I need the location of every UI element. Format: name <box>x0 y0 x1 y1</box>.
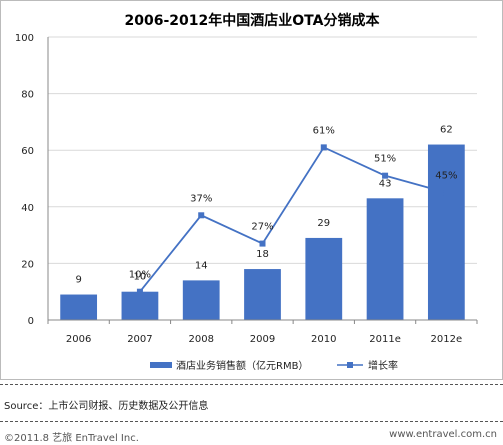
growth-line-path <box>139 146 447 293</box>
bar-2006 <box>60 294 98 320</box>
bar-2012e <box>427 144 465 320</box>
x-tick-label-6: 2012e <box>431 334 463 345</box>
growth-point-2011e <box>382 172 389 179</box>
bar-2008 <box>182 280 220 320</box>
bar-2007 <box>121 291 159 320</box>
bar-label-2011e: 43 <box>379 178 392 189</box>
legend-bar-swatch <box>150 362 172 368</box>
footer-copyright: ©2011.8 艺旅 EnTravel Inc. <box>4 433 139 444</box>
y-tick-label-2: 40 <box>21 203 34 214</box>
chart-border <box>0 0 503 380</box>
bar-2009 <box>244 269 281 320</box>
source-note: Source：上市公司财报、历史数据及公开信息 <box>4 401 209 412</box>
bar-label-2008: 14 <box>195 260 208 271</box>
growth-label-2009: 27% <box>251 222 273 233</box>
bar-labels: 9 10 14 18 29 43 62 <box>75 125 452 286</box>
growth-point-2012e <box>443 189 450 196</box>
y-tick-label-1: 20 <box>21 259 34 270</box>
bar-2011e <box>366 198 404 320</box>
growth-label-2008: 37% <box>190 193 212 204</box>
x-tick-label-5: 2011e <box>369 334 401 345</box>
growth-label-2012e: 45% <box>435 171 457 182</box>
divider-top <box>0 384 503 385</box>
chart-frame: 2006-2012年中国酒店业OTA分销成本 9 10 14 18 29 43 62 10%… <box>0 0 503 380</box>
bar-label-2010: 29 <box>317 218 330 229</box>
y-tick-label-4: 80 <box>21 90 34 101</box>
growth-label-2011e: 51% <box>374 154 396 165</box>
legend-line-marker <box>347 362 353 368</box>
bar-label-2009: 18 <box>256 249 269 260</box>
bar-label-2012e: 62 <box>440 125 453 136</box>
axes: 0 20 40 60 80 100 2006 2007 2008 2009 2010 2011e 201… <box>15 33 478 345</box>
growth-label-2010: 61% <box>313 125 335 136</box>
y-tick-label-5: 100 <box>15 33 34 44</box>
growth-line <box>136 144 450 295</box>
growth-label-2007: 10% <box>129 270 151 281</box>
legend-line-label: 增长率 <box>368 359 398 372</box>
growth-point-2007 <box>136 288 143 295</box>
x-tick-label-3: 2009 <box>250 334 275 345</box>
growth-point-2010 <box>320 144 327 151</box>
bar-label-2006: 9 <box>75 275 81 286</box>
bar-label-2007: 10 <box>134 272 147 283</box>
divider-bottom <box>0 421 503 422</box>
chart-title: 2006-2012年中国酒店业OTA分销成本 <box>125 12 381 29</box>
x-tick-label-0: 2006 <box>66 334 91 345</box>
growth-point-2009 <box>259 240 266 247</box>
legend-bar-label: 酒店业务销售额（亿元RMB） <box>176 359 308 372</box>
line-labels: 10% 37% 27% 61% 51% 45% <box>129 125 458 280</box>
y-tick-label-0: 0 <box>28 316 34 327</box>
y-tick-label-3: 60 <box>21 146 34 157</box>
bars <box>60 144 465 320</box>
x-tick-label-1: 2007 <box>127 334 152 345</box>
x-tick-label-4: 2010 <box>311 334 336 345</box>
bar-2010 <box>305 237 343 320</box>
growth-point-2008 <box>198 212 205 219</box>
legend: 酒店业务销售额（亿元RMB） 增长率 <box>150 359 398 372</box>
grid <box>48 36 477 264</box>
x-tick-label-2: 2008 <box>188 334 213 345</box>
chart: 2006-2012年中国酒店业OTA分销成本 9 10 14 18 29 43 62 10%… <box>0 0 503 380</box>
footer-website: www.entravel.com.cn <box>389 429 497 440</box>
